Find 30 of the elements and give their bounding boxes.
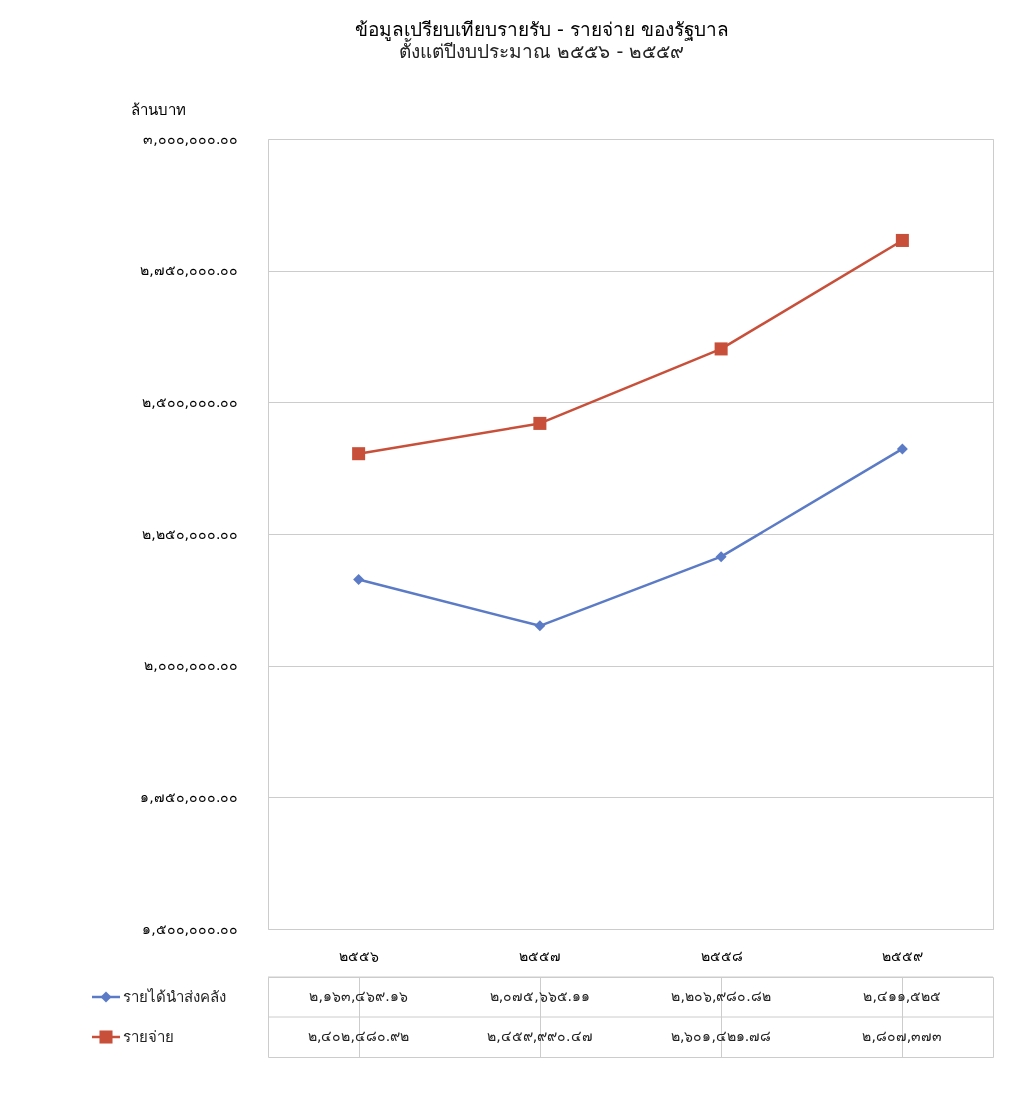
y-tick-label: ๑,๗๕๐,๐๐๐.๐๐ — [140, 788, 239, 805]
point — [714, 342, 728, 356]
point — [896, 443, 908, 455]
y-tick-label: ๓,๐๐๐,๐๐๐.๐๐ — [143, 130, 239, 147]
y-tick-label: ๑,๕๐๐,๐๐๐.๐๐ — [142, 920, 239, 937]
y-tick-label: ๒,๒๕๐,๐๐๐.๐๐ — [142, 525, 239, 542]
data-label: ๒,๑๖๓,๔๖๙.๑๖ — [309, 988, 408, 1004]
legend-label: รายจ่าย — [123, 1028, 174, 1046]
data-label: ๒,๒๐๖,๙๘๐.๘๒ — [671, 988, 771, 1004]
data-label: ๒,๔๕๙,๙๙๐.๔๗ — [487, 1028, 593, 1044]
point — [895, 233, 909, 247]
data-label: ๒,๐๗๕,๖๖๕.๑๑ — [489, 988, 591, 1004]
x-tick-label: ๒๕๕๙ — [882, 947, 924, 964]
legend-label: รายได้นำส่งคลัง — [123, 988, 226, 1006]
y-tick-label: ๒,๗๕๐,๐๐๐.๐๐ — [140, 262, 239, 279]
point — [353, 574, 365, 586]
data-label: ๒,๘๐๗,๓๗๓ — [862, 1028, 943, 1044]
y-tick-label: ๒,๐๐๐,๐๐๐.๐๐ — [144, 657, 239, 674]
x-tick-label: ๒๕๕๘ — [700, 947, 743, 964]
data-label: ๒,๖๐๑,๔๒๑.๗๘ — [670, 1028, 772, 1044]
data-label: ๒,๔๐๒,๔๘๐.๙๒ — [307, 1028, 410, 1044]
y-tick-label: ๒,๕๐๐,๐๐๐.๐๐ — [142, 393, 239, 410]
point — [534, 620, 546, 632]
point — [533, 416, 547, 430]
x-tick-label: ๒๕๕๖ — [339, 947, 380, 964]
y-axis-title: ล้านบาท — [131, 100, 186, 119]
x-tick-label: ๒๕๕๗ — [519, 947, 562, 964]
point — [715, 551, 727, 563]
point — [352, 447, 366, 461]
data-label: ๒,๔๑๑,๕๒๕ — [863, 988, 942, 1004]
